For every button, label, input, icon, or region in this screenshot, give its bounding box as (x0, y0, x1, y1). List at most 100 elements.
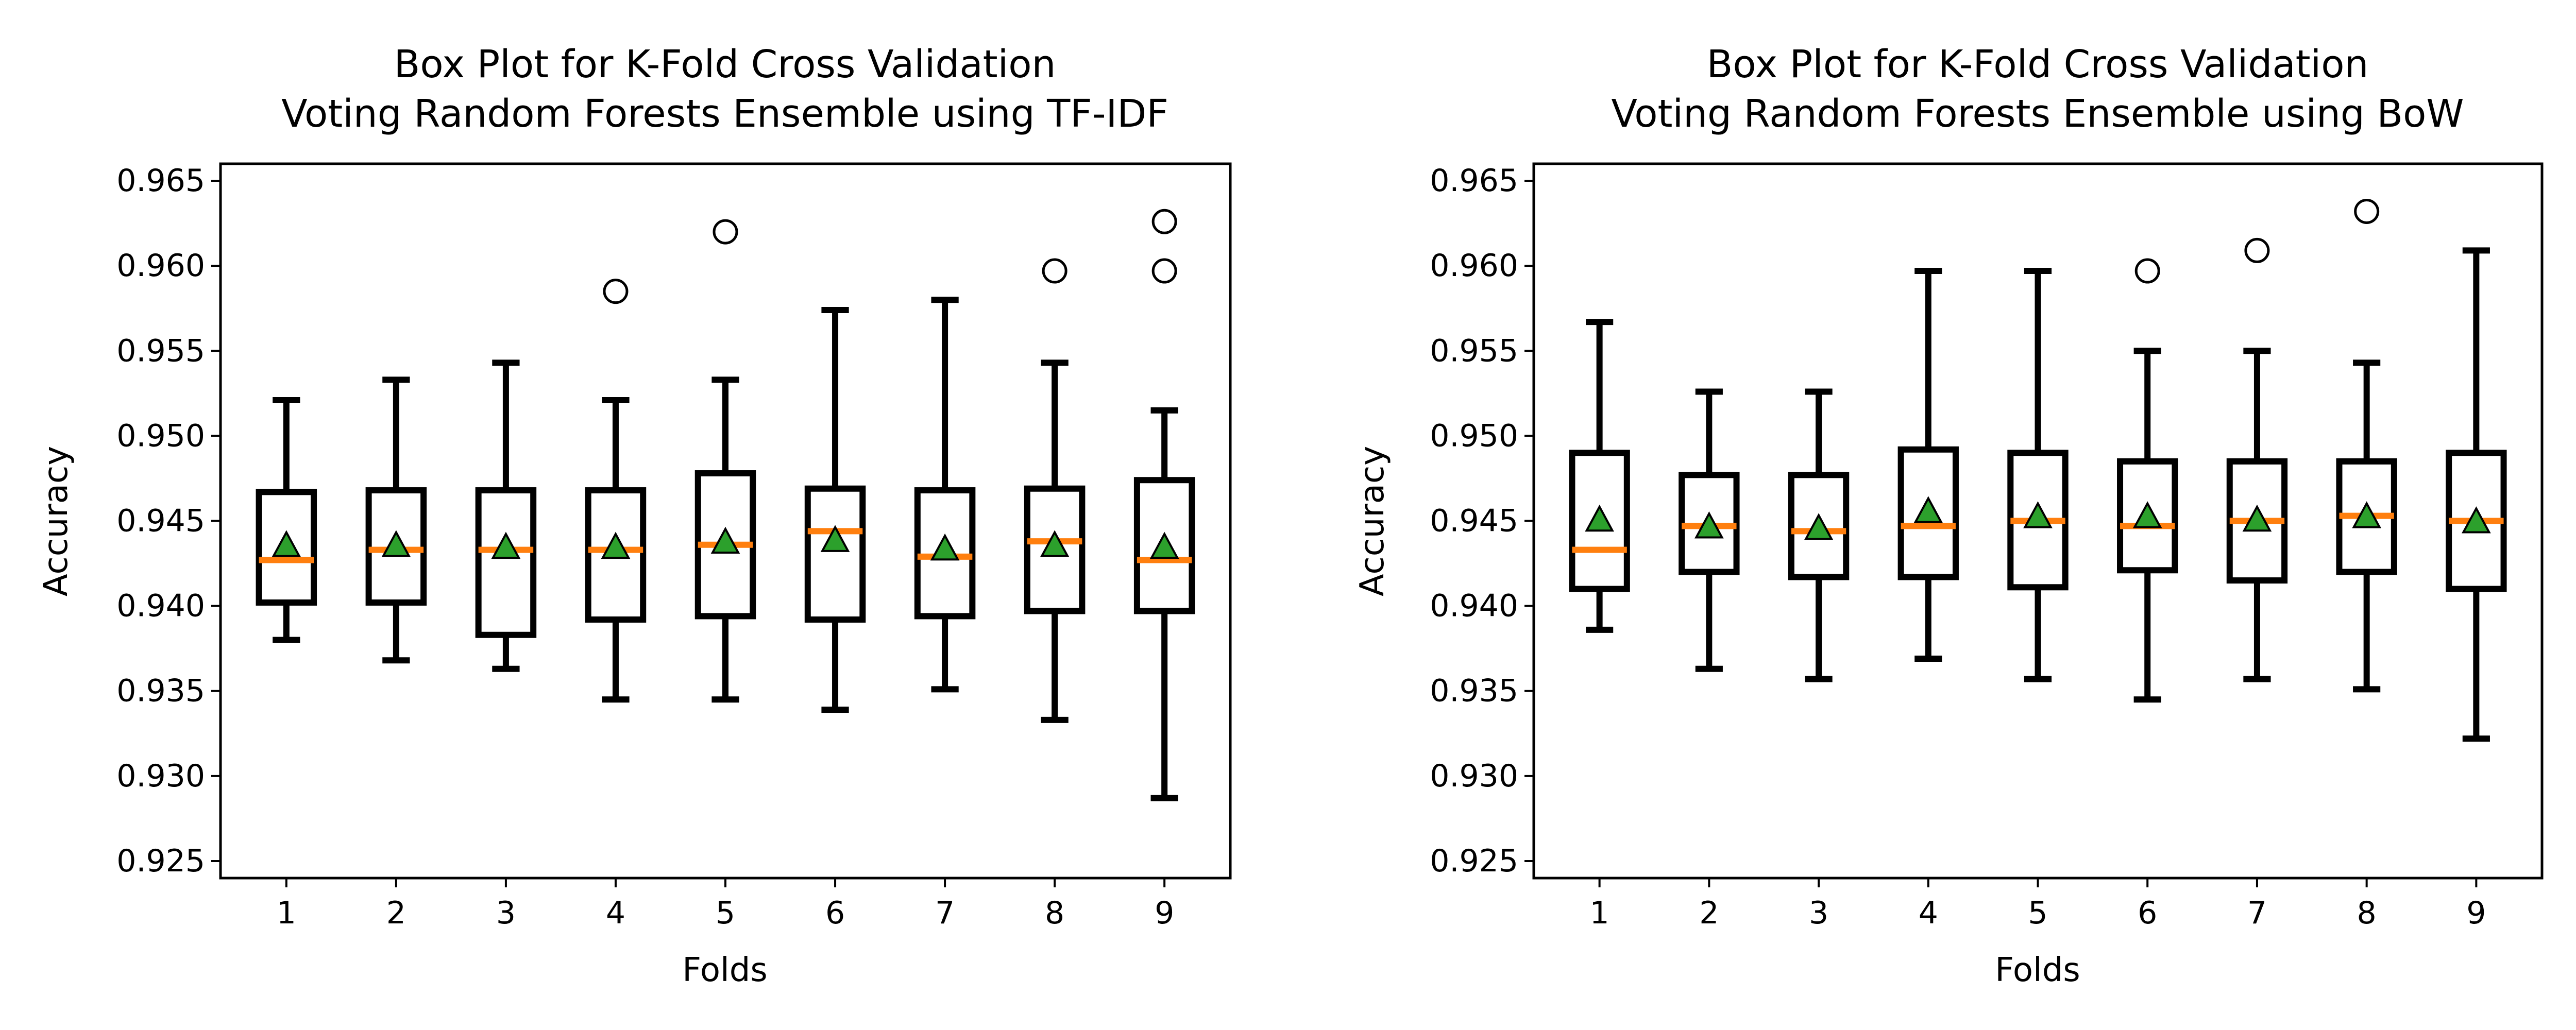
box-fold-8 (2336, 198, 2397, 693)
x-tick-label: 6 (825, 895, 845, 931)
y-axis-label: Accuracy (37, 446, 75, 596)
plot-frame (1532, 162, 2544, 880)
x-tick-label: 4 (1919, 895, 1938, 931)
box-fold-4 (585, 279, 647, 703)
mean-marker (2242, 504, 2272, 532)
chart-title-line-2: Voting Random Forests Ensemble using TF-… (281, 92, 1168, 136)
mean-marker (1585, 504, 1614, 532)
x-tick-label: 6 (2138, 895, 2157, 931)
iqr-box (914, 487, 976, 620)
chart-bow: Box Plot for K-Fold Cross Validation Vot… (1353, 42, 2544, 989)
box-fold-9 (2446, 247, 2507, 742)
y-tick-label: 0.960 (116, 248, 205, 284)
y-tick-label: 0.930 (116, 758, 205, 794)
axis-ticks: 0.925 0.930 0.935 0.940 0.945 0.950 0.955 0.960… (1430, 163, 2486, 931)
box-fold-5 (2007, 268, 2069, 682)
chart-title-line-1: Box Plot for K-Fold Cross Validation (394, 42, 1056, 87)
y-tick-label: 0.925 (1430, 843, 1518, 879)
mean-marker (820, 525, 850, 552)
y-tick-label: 0.945 (116, 503, 205, 539)
y-tick-label: 0.935 (1430, 673, 1518, 709)
iqr-box (365, 487, 427, 606)
y-tick-label: 0.950 (1430, 418, 1518, 454)
mean-marker (381, 530, 411, 557)
mean-marker (1040, 530, 1070, 557)
outlier-point (1151, 209, 1177, 234)
box-fold-8 (1024, 258, 1086, 723)
box-fold-2 (365, 376, 427, 664)
x-tick-label: 7 (2247, 895, 2267, 931)
y-tick-label: 0.950 (116, 418, 205, 454)
outlier-point (603, 279, 629, 304)
x-tick-label: 2 (386, 895, 406, 931)
iqr-box (1897, 446, 1959, 580)
x-axis-label: Folds (682, 951, 767, 989)
outlier-point (2244, 237, 2270, 263)
y-axis-label: Accuracy (1353, 446, 1392, 596)
box-fold-4 (1897, 268, 1959, 662)
outlier-point (1151, 258, 1177, 284)
x-tick-label: 5 (2028, 895, 2047, 931)
outlier-point (1042, 258, 1067, 284)
box-fold-2 (1679, 388, 1740, 672)
outlier-point (713, 219, 738, 245)
box-fold-3 (1788, 388, 1850, 682)
mean-marker (1913, 496, 1943, 523)
mean-marker (1804, 513, 1834, 540)
mean-marker (930, 533, 960, 561)
plot-frame (219, 162, 1232, 880)
y-tick-label: 0.960 (1430, 248, 1518, 284)
box-fold-7 (914, 297, 976, 693)
x-tick-label: 8 (2357, 895, 2377, 931)
y-tick-label: 0.965 (116, 163, 205, 199)
mean-marker (2132, 501, 2162, 528)
iqr-box (1788, 472, 1850, 580)
iqr-box (1024, 485, 1086, 614)
box-series (1569, 198, 2507, 742)
y-tick-label: 0.940 (1430, 588, 1518, 624)
mean-marker (272, 530, 301, 557)
mean-marker (1694, 511, 1724, 539)
x-tick-label: 3 (496, 895, 516, 931)
iqr-box (1133, 477, 1195, 614)
y-tick-label: 0.955 (116, 333, 205, 369)
chart-title-line-2: Voting Random Forests Ensemble using BoW (1611, 92, 2464, 136)
outlier-point (2354, 198, 2380, 224)
y-tick-label: 0.945 (1430, 503, 1518, 539)
box-fold-3 (475, 359, 537, 672)
iqr-box (256, 489, 317, 606)
x-axis-label: Folds (1995, 951, 2080, 989)
box-fold-5 (694, 219, 756, 703)
box-fold-1 (256, 397, 317, 643)
iqr-box (2117, 458, 2178, 574)
x-tick-label: 5 (716, 895, 735, 931)
outlier-point (2134, 258, 2160, 284)
mean-marker (2462, 506, 2491, 534)
y-tick-label: 0.965 (1430, 163, 1518, 199)
box-series (256, 209, 1195, 801)
iqr-box (1569, 450, 1630, 592)
box-fold-1 (1569, 319, 1630, 633)
x-tick-label: 4 (606, 895, 625, 931)
y-tick-label: 0.940 (116, 588, 205, 624)
mean-marker (2352, 501, 2382, 528)
mean-marker (2023, 501, 2053, 528)
x-tick-label: 8 (1045, 895, 1064, 931)
mean-marker (1149, 531, 1179, 559)
y-tick-label: 0.925 (116, 843, 205, 879)
x-tick-label: 1 (277, 895, 296, 931)
y-tick-label: 0.955 (1430, 333, 1518, 369)
box-fold-6 (804, 307, 866, 713)
y-tick-label: 0.935 (116, 673, 205, 709)
x-tick-label: 7 (935, 895, 955, 931)
y-tick-label: 0.930 (1430, 758, 1518, 794)
box-fold-6 (2117, 258, 2178, 703)
chart-tfidf: Box Plot for K-Fold Cross Validation Vot… (37, 42, 1232, 989)
mean-marker (601, 531, 631, 559)
box-fold-9 (1133, 209, 1195, 801)
iqr-box (804, 485, 866, 623)
box-fold-7 (2226, 237, 2288, 682)
iqr-box (475, 487, 537, 638)
